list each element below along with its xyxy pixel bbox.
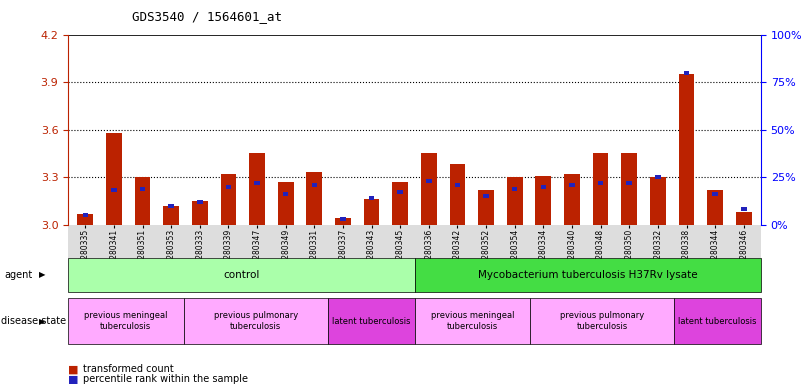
Bar [254,181,260,185]
Bar [598,181,603,185]
Bar [368,196,374,200]
Bar [684,71,690,74]
Bar [278,182,293,225]
Text: Mycobacterium tuberculosis H37Rv lysate: Mycobacterium tuberculosis H37Rv lysate [478,270,698,280]
Text: agent: agent [4,270,32,280]
Bar [707,190,723,225]
Bar [220,174,236,225]
Bar [741,207,747,212]
Text: ■: ■ [68,374,78,384]
Text: disease state: disease state [1,316,66,326]
Bar [512,187,517,190]
Bar [541,185,546,189]
Text: ▶: ▶ [39,316,46,326]
Bar [655,175,661,179]
Text: ■: ■ [68,364,78,374]
Text: latent tuberculosis: latent tuberculosis [678,316,757,326]
Bar [626,181,632,185]
Bar [622,153,637,225]
Bar [392,182,408,225]
Text: percentile rank within the sample: percentile rank within the sample [83,374,248,384]
Bar [449,164,465,225]
Bar [650,177,666,225]
Text: previous meningeal
tuberculosis: previous meningeal tuberculosis [430,311,514,331]
Text: control: control [223,270,260,280]
Bar [678,74,694,225]
Bar [163,206,179,225]
Bar [83,213,88,217]
Text: previous meningeal
tuberculosis: previous meningeal tuberculosis [84,311,167,331]
Bar [426,179,432,183]
Text: ▶: ▶ [39,270,46,280]
Text: transformed count: transformed count [83,364,173,374]
Text: GDS3540 / 1564601_at: GDS3540 / 1564601_at [132,10,282,23]
Bar [593,153,609,225]
Bar [570,183,575,187]
Bar [307,172,322,225]
Bar [335,218,351,225]
Bar [283,192,288,196]
Bar [340,217,346,221]
Text: previous pulmonary
tuberculosis: previous pulmonary tuberculosis [560,311,644,331]
Bar [197,200,203,204]
Bar [455,183,461,187]
Text: latent tuberculosis: latent tuberculosis [332,316,410,326]
Bar [736,212,751,225]
Bar [312,183,317,187]
Bar [397,190,403,194]
Bar [135,177,151,225]
Bar [483,194,489,198]
Bar [192,201,207,225]
Bar [507,177,522,225]
Bar [478,190,494,225]
Bar [139,187,145,190]
Bar [111,189,117,192]
Bar [712,192,718,196]
Bar [249,153,265,225]
Bar [226,185,231,189]
Bar [106,133,122,225]
Text: previous pulmonary
tuberculosis: previous pulmonary tuberculosis [214,311,298,331]
Bar [536,175,551,225]
Bar [364,199,380,225]
Bar [564,174,580,225]
Bar [78,214,93,225]
Bar [168,204,174,208]
Bar [421,153,437,225]
